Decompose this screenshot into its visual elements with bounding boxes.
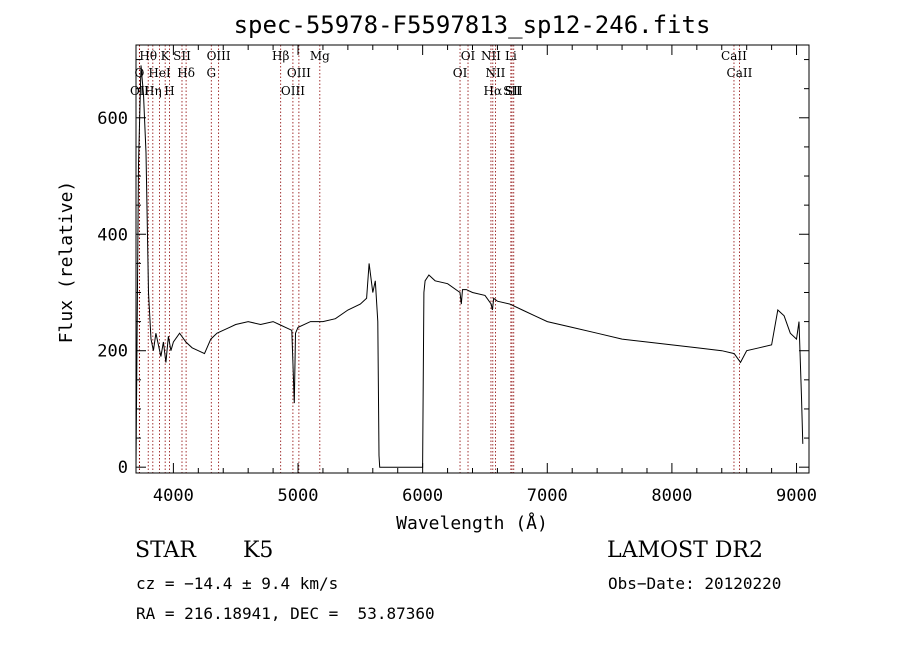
spectral-line-label: OI (453, 66, 468, 80)
spectral-line-label: Hθ (139, 49, 157, 63)
spectral-line-label: HeI (148, 66, 171, 80)
y-tick-label: 600 (97, 109, 128, 129)
spectral-line-label: G (206, 66, 216, 80)
spectral-line-label: CaII (721, 49, 747, 63)
spectral-line-label: SII (505, 84, 523, 98)
survey-name: LAMOST DR2 (607, 538, 763, 563)
spectral-line-label: K (161, 49, 171, 63)
x-tick-label: 9000 (776, 486, 817, 506)
flux-series-line (135, 65, 804, 468)
spectral-line-labels: Hθ O OII K HeI Hη SII HHδ OIII G Hβ OIII OIII Mg OI OI N… (130, 49, 753, 98)
spectral-line-label: CaII (727, 66, 753, 80)
spectral-line-label: H (164, 84, 174, 98)
spectral-line-label: SII (503, 84, 521, 98)
x-tick-label: 8000 (651, 486, 692, 506)
spectral-line-label: O (134, 66, 144, 80)
x-tick-label: 4000 (153, 486, 194, 506)
spectral-line-label: OIII (287, 66, 311, 80)
x-tick-label: 7000 (527, 486, 568, 506)
spectral-lines (138, 45, 740, 473)
spectral-line-label: Hβ (272, 49, 289, 63)
y-tick-label: 200 (97, 342, 128, 362)
spectral-line-label: Mg (310, 49, 330, 63)
plot-frame (135, 44, 810, 474)
y-axis-label: Flux (relative) (56, 181, 77, 344)
y-tick-label: 400 (97, 225, 128, 245)
redshift-velocity: cz = −14.4 ± 9.4 km/s (136, 574, 339, 593)
x-tick-label: 5000 (278, 486, 319, 506)
x-tick-label: 6000 (402, 486, 443, 506)
spectral-line-label: OIII (281, 84, 305, 98)
spectral-line-label: OII (130, 84, 150, 98)
object-subclass: K5 (243, 538, 274, 563)
spectral-line-label: Li (505, 49, 517, 63)
spectral-line-label: SII (173, 49, 191, 63)
spectral-line-label: Hη (144, 84, 162, 98)
object-class: STAR (135, 538, 196, 563)
y-tick-label: 0 (118, 458, 128, 478)
coordinates: RA = 216.18941, DEC = 53.87360 (136, 604, 435, 623)
spectral-line-label: Hα (484, 84, 503, 98)
x-axis-ticks: 4000 5000 6000 7000 8000 9000 (153, 45, 817, 506)
spectral-line-label: OI (461, 49, 476, 63)
observation-date: Obs−Date: 20120220 (608, 574, 782, 593)
spectral-line-label: NII (485, 66, 505, 80)
chart-title: spec-55978-F5597813_sp12-246.fits (234, 11, 711, 39)
spectral-line-label: NII (481, 49, 501, 63)
x-axis-label: Wavelength (Å) (396, 512, 548, 534)
spectral-line-label: OIII (207, 49, 231, 63)
spectral-line-label: Hδ (177, 66, 195, 80)
y-axis-ticks: 0 200 400 600 (97, 59, 809, 478)
